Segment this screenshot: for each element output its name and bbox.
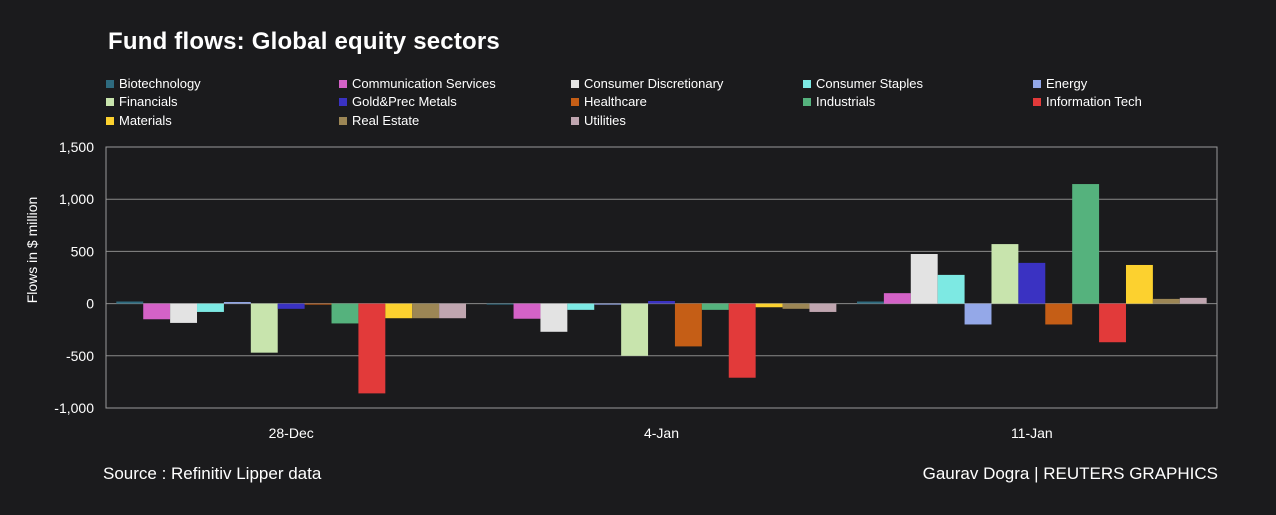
legend-swatch bbox=[106, 97, 114, 106]
legend-label: Healthcare bbox=[584, 94, 647, 109]
legend-label: Consumer Discretionary bbox=[584, 76, 724, 91]
legend-swatch bbox=[571, 116, 579, 125]
bar-communication-services-4-jan bbox=[513, 303, 541, 319]
legend-label: Consumer Staples bbox=[816, 76, 923, 91]
legend-item-materials: Materials bbox=[106, 113, 172, 128]
bar-materials-28-dec bbox=[385, 303, 413, 319]
y-tick-label: -500 bbox=[66, 348, 94, 364]
legend-item-industrials: Industrials bbox=[803, 94, 875, 109]
legend-swatch bbox=[571, 97, 579, 106]
bar-utilities-28-dec bbox=[439, 303, 467, 319]
legend-label: Communication Services bbox=[352, 76, 496, 91]
y-tick-label: 1,500 bbox=[59, 139, 94, 155]
bar-biotechnology-4-jan bbox=[486, 303, 514, 305]
bar-consumer-staples-28-dec bbox=[197, 303, 224, 312]
bar-healthcare-4-jan bbox=[674, 303, 702, 347]
bar-utilities-11-jan bbox=[1179, 297, 1207, 304]
bar-financials-28-dec bbox=[250, 303, 278, 353]
bar-communication-services-11-jan bbox=[883, 293, 911, 304]
legend-item-consumer-staples: Consumer Staples bbox=[803, 76, 923, 91]
bars bbox=[116, 184, 1207, 394]
bar-energy-28-dec bbox=[223, 302, 251, 304]
bar-information-tech-4-jan bbox=[728, 303, 756, 378]
bar-real-estate-11-jan bbox=[1152, 298, 1180, 304]
bar-real-estate-28-dec bbox=[412, 303, 440, 319]
legend-label: Utilities bbox=[584, 113, 626, 128]
bar-biotechnology-11-jan bbox=[856, 301, 884, 304]
bar-consumer-discretionary-28-dec bbox=[170, 303, 198, 323]
axes: 1,500 1,000 500 0 -500 -1,000 28-Dec 4-Jan 11-Ja… bbox=[54, 139, 1218, 441]
bar-gold-prec-metals-28-dec bbox=[277, 303, 305, 309]
legend-swatch bbox=[803, 97, 811, 106]
bar-gold-prec-metals-11-jan bbox=[1018, 262, 1046, 304]
y-tick-label: -1,000 bbox=[54, 400, 94, 416]
legend-label: Industrials bbox=[816, 94, 876, 109]
bar-communication-services-28-dec bbox=[143, 303, 171, 320]
credit-note: Gaurav Dogra | REUTERS GRAPHICS bbox=[922, 464, 1218, 483]
legend-label: Energy bbox=[1046, 76, 1088, 91]
y-tick-label: 1,000 bbox=[59, 191, 94, 207]
x-tick-label: 11-Jan bbox=[1011, 425, 1053, 441]
bar-materials-4-jan bbox=[755, 303, 783, 308]
bar-utilities-4-jan bbox=[809, 303, 837, 312]
y-tick-label: 0 bbox=[86, 296, 94, 312]
legend-item-gold-prec-metals: Gold&Prec Metals bbox=[339, 94, 457, 109]
bar-industrials-28-dec bbox=[331, 303, 359, 324]
bar-materials-11-jan bbox=[1125, 264, 1153, 304]
bar-financials-4-jan bbox=[621, 303, 649, 356]
legend-label: Real Estate bbox=[352, 113, 420, 128]
legend-label: Materials bbox=[119, 113, 172, 128]
legend-label: Information Tech bbox=[1046, 94, 1142, 109]
chart-title: Fund flows: Global equity sectors bbox=[108, 28, 500, 55]
bar-consumer-staples-4-jan bbox=[567, 303, 595, 310]
legend-swatch bbox=[339, 116, 347, 125]
y-axis-label: Flows in $ million bbox=[24, 197, 40, 304]
bar-industrials-4-jan bbox=[701, 303, 729, 310]
bar-healthcare-28-dec bbox=[304, 303, 332, 305]
bar-healthcare-11-jan bbox=[1045, 303, 1073, 325]
legend-label: Financials bbox=[119, 94, 178, 109]
legend-swatch bbox=[571, 79, 579, 88]
legend-swatch bbox=[1033, 79, 1041, 88]
source-note: Source : Refinitiv Lipper data bbox=[103, 464, 322, 483]
y-tick-label: 500 bbox=[71, 243, 95, 259]
bar-information-tech-11-jan bbox=[1099, 303, 1126, 343]
bar-real-estate-4-jan bbox=[782, 303, 810, 309]
gridlines bbox=[106, 146, 1217, 409]
legend-item-financials: Financials bbox=[106, 94, 178, 109]
legend-swatch bbox=[106, 79, 114, 88]
legend-item-energy: Energy bbox=[1033, 76, 1087, 91]
legend-item-utilities: Utilities bbox=[571, 113, 626, 128]
x-tick-label: 4-Jan bbox=[644, 425, 679, 441]
legend-item-real-estate: Real Estate bbox=[339, 113, 419, 128]
legend-label: Gold&Prec Metals bbox=[352, 94, 457, 109]
legend-swatch bbox=[1033, 97, 1041, 106]
legend-item-information-tech: Information Tech bbox=[1033, 94, 1142, 109]
legend-swatch bbox=[339, 79, 347, 88]
bar-consumer-discretionary-4-jan bbox=[540, 303, 568, 332]
bar-energy-4-jan bbox=[594, 303, 622, 305]
legend-swatch bbox=[339, 97, 347, 106]
legend-swatch bbox=[106, 116, 114, 125]
bar-industrials-11-jan bbox=[1072, 184, 1100, 304]
legend-item-communication-services: Communication Services bbox=[339, 76, 496, 91]
legend-item-biotechnology: Biotechnology bbox=[106, 76, 201, 91]
bar-energy-11-jan bbox=[964, 303, 992, 325]
legend-swatch bbox=[803, 79, 811, 88]
plot-frame bbox=[105, 146, 1218, 409]
legend-item-consumer-discretionary: Consumer Discretionary bbox=[571, 76, 723, 91]
bar-gold-prec-metals-4-jan bbox=[648, 300, 675, 304]
bar-information-tech-28-dec bbox=[358, 303, 386, 394]
bar-biotechnology-28-dec bbox=[116, 301, 144, 304]
legend-label: Biotechnology bbox=[119, 76, 201, 91]
bar-consumer-discretionary-11-jan bbox=[910, 254, 938, 304]
x-tick-label: 28-Dec bbox=[269, 425, 314, 441]
bar-financials-11-jan bbox=[991, 244, 1019, 304]
legend-item-healthcare: Healthcare bbox=[571, 94, 647, 109]
bar-consumer-staples-11-jan bbox=[937, 274, 965, 304]
